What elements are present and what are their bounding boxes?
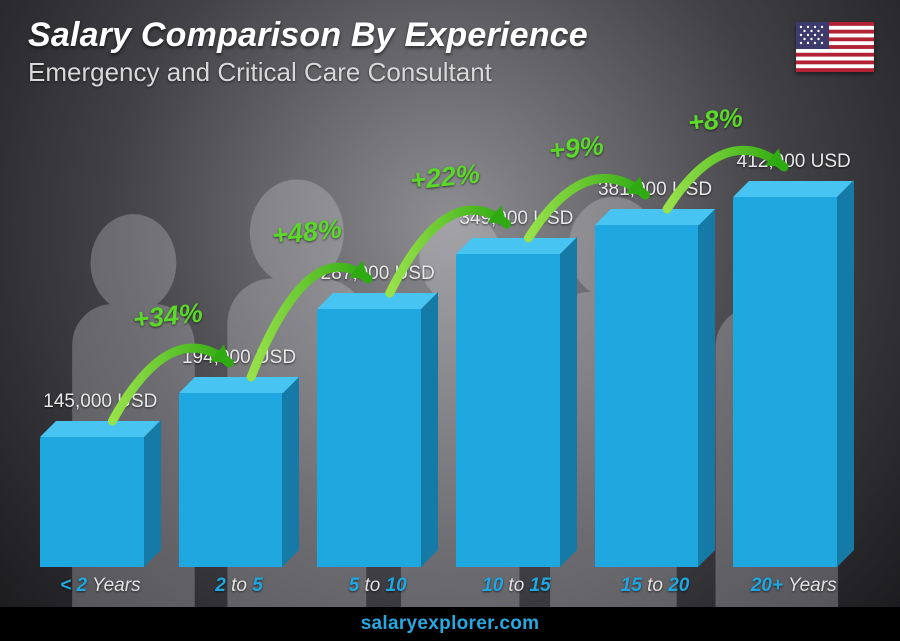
flag-icon — [796, 22, 874, 72]
category-label: 2 to 5 — [179, 567, 300, 607]
category-label: 10 to 15 — [456, 567, 577, 607]
bar — [317, 309, 438, 567]
categories-container: < 2 Years 2 to 5 5 to 10 10 to 15 15 to 20 20… — [40, 567, 854, 607]
bar-slot: 349,000 USD — [456, 254, 577, 567]
bar-value-label: 145,000 USD — [10, 391, 191, 413]
bar-slot: 194,000 USD — [179, 393, 300, 567]
bar-value-label: 381,000 USD — [565, 179, 746, 201]
title-block: Salary Comparison By Experience Emergenc… — [28, 16, 780, 88]
footer-attribution: salaryexplorer.com — [0, 607, 900, 641]
bar-slot: 381,000 USD — [595, 225, 716, 567]
infographic-stage: Salary Comparison By Experience Emergenc… — [0, 0, 900, 641]
category-label: 15 to 20 — [595, 567, 716, 607]
bar-value-label: 194,000 USD — [149, 347, 330, 369]
bars-container: 145,000 USD194,000 USD287,000 USD349,000… — [40, 120, 854, 567]
page-subtitle: Emergency and Critical Care Consultant — [28, 57, 780, 88]
bar — [456, 254, 577, 567]
category-label: < 2 Years — [40, 567, 161, 607]
bar-value-label: 349,000 USD — [426, 208, 607, 230]
bar — [40, 437, 161, 567]
bar-value-label: 412,000 USD — [703, 151, 884, 173]
bar-chart: 145,000 USD194,000 USD287,000 USD349,000… — [40, 120, 854, 607]
bar — [733, 197, 854, 567]
bar — [179, 393, 300, 567]
category-label: 20+ Years — [733, 567, 854, 607]
bar-slot: 287,000 USD — [317, 309, 438, 567]
category-label: 5 to 10 — [317, 567, 438, 607]
bar-value-label: 287,000 USD — [287, 263, 468, 285]
bar-slot: 412,000 USD — [733, 197, 854, 567]
page-title: Salary Comparison By Experience — [28, 16, 780, 55]
bar — [595, 225, 716, 567]
bar-slot: 145,000 USD — [40, 437, 161, 567]
